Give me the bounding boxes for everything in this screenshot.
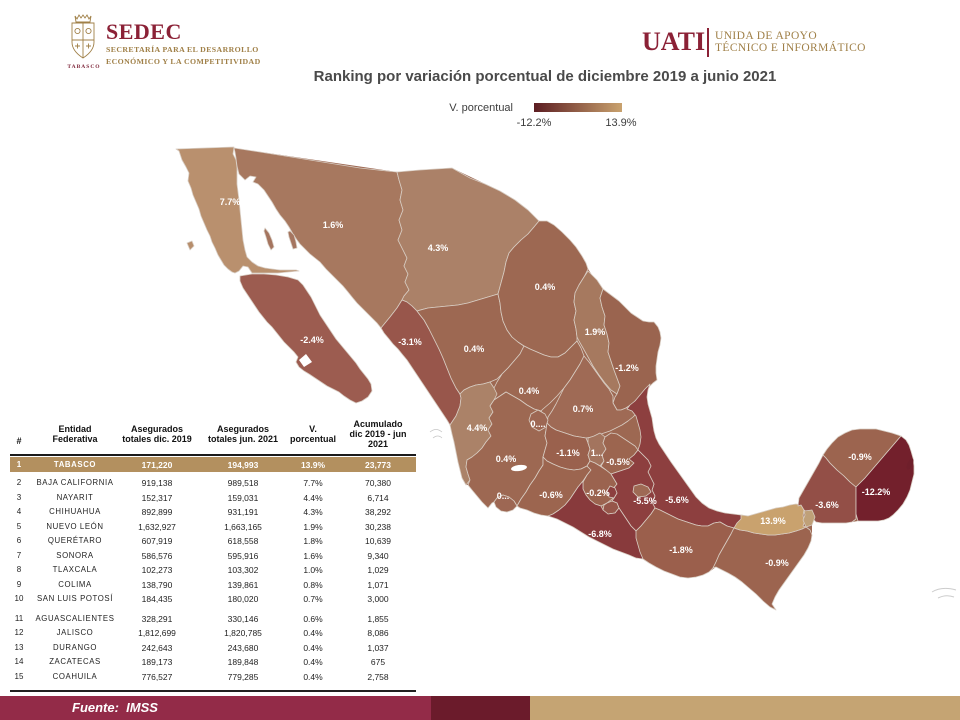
- svg-text:-5.5%: -5.5%: [633, 496, 657, 506]
- svg-text:-1.2%: -1.2%: [615, 363, 639, 373]
- svg-text:7.7%: 7.7%: [220, 197, 241, 207]
- svg-text:-3.6%: -3.6%: [815, 500, 839, 510]
- svg-text:-0.5%: -0.5%: [606, 457, 630, 467]
- svg-text:-0.2%: -0.2%: [586, 488, 610, 498]
- svg-text:4.4%: 4.4%: [467, 423, 488, 433]
- svg-text:-5.6%: -5.6%: [665, 495, 689, 505]
- svg-text:1.9%: 1.9%: [585, 327, 606, 337]
- svg-text:1...: 1...: [591, 448, 604, 458]
- svg-text:0.7%: 0.7%: [573, 404, 594, 414]
- svg-text:-6.8%: -6.8%: [588, 529, 612, 539]
- svg-text:0.4%: 0.4%: [535, 282, 556, 292]
- svg-text:-1.8%: -1.8%: [669, 545, 693, 555]
- svg-text:13.9%: 13.9%: [760, 516, 786, 526]
- svg-text:-12.2%: -12.2%: [862, 487, 891, 497]
- svg-text:0.4%: 0.4%: [496, 454, 517, 464]
- svg-text:0...: 0...: [497, 491, 510, 501]
- svg-text:1.6%: 1.6%: [323, 220, 344, 230]
- svg-text:-1.1%: -1.1%: [556, 448, 580, 458]
- svg-text:0.4%: 0.4%: [464, 344, 485, 354]
- svg-text:-2.4%: -2.4%: [300, 335, 324, 345]
- svg-text:0....: 0....: [530, 419, 545, 429]
- svg-text:-3.1%: -3.1%: [398, 337, 422, 347]
- svg-text:-0.9%: -0.9%: [848, 452, 872, 462]
- svg-text:4.3%: 4.3%: [428, 243, 449, 253]
- svg-text:-0.9%: -0.9%: [765, 558, 789, 568]
- svg-text:0.4%: 0.4%: [519, 386, 540, 396]
- svg-text:-0.6%: -0.6%: [539, 490, 563, 500]
